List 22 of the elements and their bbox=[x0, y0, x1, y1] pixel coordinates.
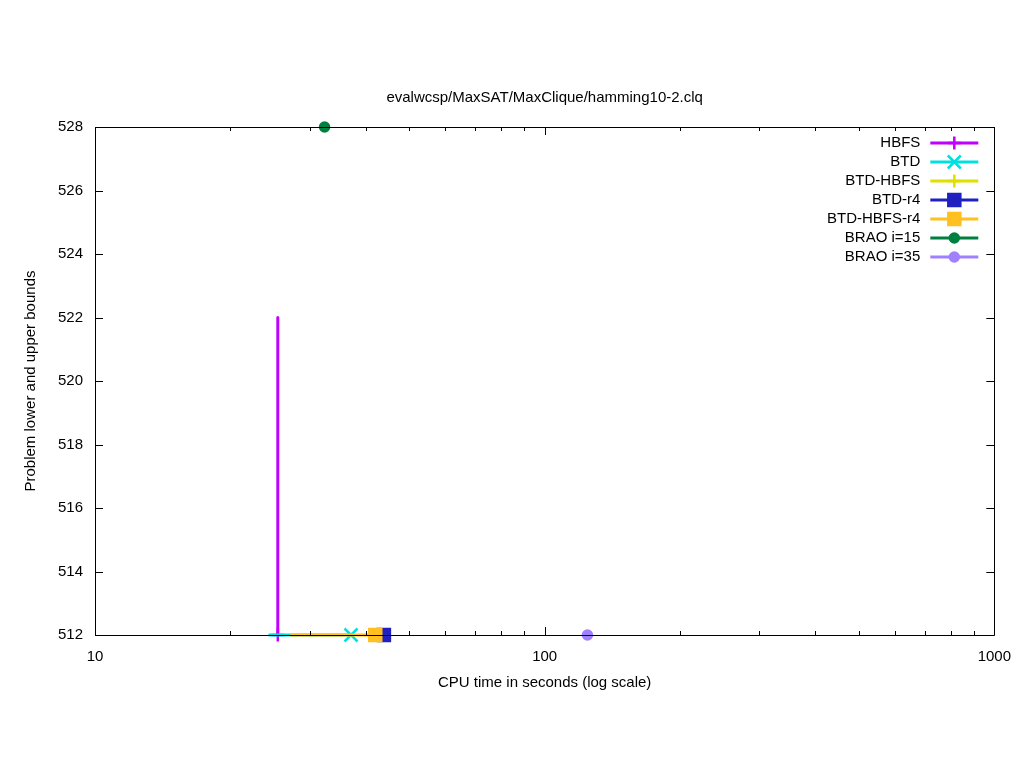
y-tick-label: 522 bbox=[57, 307, 83, 325]
legend-label: BRAO i=35 bbox=[844, 247, 921, 265]
y-tick-label: 512 bbox=[57, 625, 83, 643]
y-tick-label: 516 bbox=[57, 498, 83, 516]
x-axis-title: CPU time in seconds (log scale) bbox=[437, 673, 652, 691]
legend-label: BTD-r4 bbox=[871, 190, 921, 208]
y-tick-label: 520 bbox=[57, 371, 83, 389]
legend-label: BRAO i=15 bbox=[844, 228, 921, 246]
y-tick-label: 518 bbox=[57, 434, 83, 452]
chart-title: evalwcsp/MaxSAT/MaxClique/hamming10-2.clq bbox=[386, 88, 703, 106]
y-axis-title: Problem lower and upper bounds bbox=[21, 270, 39, 492]
legend-label: BTD-HBFS bbox=[845, 171, 921, 189]
y-tick-label: 526 bbox=[57, 180, 83, 198]
legend-label: BTD bbox=[890, 152, 921, 170]
x-tick-label: 10 bbox=[86, 647, 104, 665]
y-tick-label: 524 bbox=[57, 244, 83, 262]
legend-label: BTD-HBFS-r4 bbox=[826, 209, 921, 227]
legend-label: HBFS bbox=[880, 133, 921, 151]
x-tick-label: 100 bbox=[532, 647, 558, 665]
x-tick-label: 1000 bbox=[977, 647, 1011, 665]
y-tick-label: 514 bbox=[57, 561, 83, 579]
y-tick-label: 528 bbox=[57, 117, 83, 135]
